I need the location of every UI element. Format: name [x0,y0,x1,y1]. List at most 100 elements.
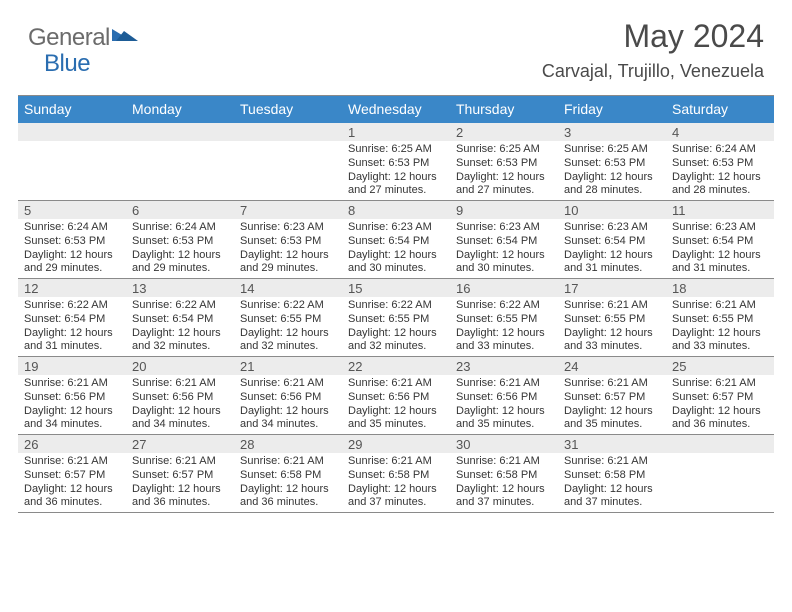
sunset-line: Sunset: 6:55 PM [672,313,768,327]
day-number: 14 [234,279,342,297]
daylight-line-2: and 30 minutes. [456,262,552,276]
daylight-line-1: Daylight: 12 hours [348,405,444,419]
sunset-line: Sunset: 6:56 PM [132,391,228,405]
day-cell: 7Sunrise: 6:23 AMSunset: 6:53 PMDaylight… [234,201,342,278]
daylight-line-1: Daylight: 12 hours [348,327,444,341]
day-info: Sunrise: 6:23 AMSunset: 6:54 PMDaylight:… [456,221,552,276]
day-cell: 11Sunrise: 6:23 AMSunset: 6:54 PMDayligh… [666,201,774,278]
daylight-line-2: and 29 minutes. [24,262,120,276]
daylight-line-2: and 36 minutes. [240,496,336,510]
month-title: May 2024 [542,18,764,55]
empty-day-bar [18,123,126,141]
empty-day-bar [234,123,342,141]
week-row: 12Sunrise: 6:22 AMSunset: 6:54 PMDayligh… [18,279,774,357]
sunset-line: Sunset: 6:54 PM [132,313,228,327]
day-number: 11 [666,201,774,219]
day-number: 17 [558,279,666,297]
daylight-line-1: Daylight: 12 hours [132,483,228,497]
day-info: Sunrise: 6:21 AMSunset: 6:58 PMDaylight:… [240,455,336,510]
sunrise-line: Sunrise: 6:21 AM [240,377,336,391]
daylight-line-2: and 27 minutes. [348,184,444,198]
day-number: 18 [666,279,774,297]
daylight-line-2: and 32 minutes. [132,340,228,354]
weekday-header: Sunday [18,96,126,123]
day-number: 28 [234,435,342,453]
day-cell: 6Sunrise: 6:24 AMSunset: 6:53 PMDaylight… [126,201,234,278]
day-number: 6 [126,201,234,219]
day-info: Sunrise: 6:25 AMSunset: 6:53 PMDaylight:… [348,143,444,198]
sunrise-line: Sunrise: 6:21 AM [132,455,228,469]
sunset-line: Sunset: 6:54 PM [348,235,444,249]
sunset-line: Sunset: 6:58 PM [240,469,336,483]
daylight-line-2: and 31 minutes. [24,340,120,354]
sunrise-line: Sunrise: 6:23 AM [348,221,444,235]
daylight-line-2: and 36 minutes. [132,496,228,510]
sunset-line: Sunset: 6:57 PM [672,391,768,405]
day-number: 25 [666,357,774,375]
day-cell: 28 Sunrise: 6:21 AMSunset: 6:58 PMDayligh… [234,435,342,512]
day-cell: 1Sunrise: 6:25 AMSunset: 6:53 PMDaylight… [342,123,450,200]
weekday-header: Thursday [450,96,558,123]
daylight-line-1: Daylight: 12 hours [24,249,120,263]
day-cell: 13Sunrise: 6:22 AMSunset: 6:54 PMDayligh… [126,279,234,356]
sunrise-line: Sunrise: 6:21 AM [564,299,660,313]
sunset-line: Sunset: 6:57 PM [564,391,660,405]
day-info: Sunrise: 6:22 AMSunset: 6:54 PMDaylight:… [24,299,120,354]
day-cell: 9Sunrise: 6:23 AMSunset: 6:54 PMDaylight… [450,201,558,278]
daylight-line-2: and 37 minutes. [564,496,660,510]
sunrise-line: Sunrise: 6:24 AM [132,221,228,235]
day-cell: 12Sunrise: 6:22 AMSunset: 6:54 PMDayligh… [18,279,126,356]
day-info: Sunrise: 6:22 AMSunset: 6:55 PMDaylight:… [348,299,444,354]
daylight-line-2: and 27 minutes. [456,184,552,198]
day-cell: 22Sunrise: 6:21 AMSunset: 6:56 PMDayligh… [342,357,450,434]
day-number: 13 [126,279,234,297]
sunrise-line: Sunrise: 6:21 AM [348,377,444,391]
daylight-line-2: and 30 minutes. [348,262,444,276]
day-info: Sunrise: 6:23 AMSunset: 6:54 PMDaylight:… [564,221,660,276]
title-block: May 2024 Carvajal, Trujillo, Venezuela [542,18,764,82]
daylight-line-1: Daylight: 12 hours [348,483,444,497]
day-number: 5 [18,201,126,219]
sunset-line: Sunset: 6:54 PM [24,313,120,327]
day-cell: 25Sunrise: 6:21 AMSunset: 6:57 PMDayligh… [666,357,774,434]
sunrise-line: Sunrise: 6:25 AM [564,143,660,157]
day-number: 27 [126,435,234,453]
day-number: 23 [450,357,558,375]
daylight-line-2: and 33 minutes. [564,340,660,354]
sunset-line: Sunset: 6:53 PM [348,157,444,171]
sunset-line: Sunset: 6:58 PM [564,469,660,483]
day-info: Sunrise: 6:21 AMSunset: 6:58 PMDaylight:… [564,455,660,510]
logo: General [28,24,138,52]
sunset-line: Sunset: 6:53 PM [672,157,768,171]
daylight-line-2: and 37 minutes. [348,496,444,510]
daylight-line-1: Daylight: 12 hours [564,171,660,185]
day-cell: 3Sunrise: 6:25 AMSunset: 6:53 PMDaylight… [558,123,666,200]
logo-text-blue: Blue [44,50,90,77]
week-row: 19Sunrise: 6:21 AMSunset: 6:56 PMDayligh… [18,357,774,435]
day-number: 2 [450,123,558,141]
day-number: 7 [234,201,342,219]
empty-day-bar [126,123,234,141]
location: Carvajal, Trujillo, Venezuela [542,61,764,82]
daylight-line-2: and 34 minutes. [132,418,228,432]
daylight-line-1: Daylight: 12 hours [240,249,336,263]
day-info: Sunrise: 6:24 AMSunset: 6:53 PMDaylight:… [672,143,768,198]
day-info: Sunrise: 6:23 AMSunset: 6:54 PMDaylight:… [348,221,444,276]
sunset-line: Sunset: 6:55 PM [348,313,444,327]
logo-text-general: General [28,24,110,52]
day-cell: 16Sunrise: 6:22 AMSunset: 6:55 PMDayligh… [450,279,558,356]
sunrise-line: Sunrise: 6:21 AM [672,299,768,313]
sunrise-line: Sunrise: 6:24 AM [24,221,120,235]
daylight-line-2: and 28 minutes. [672,184,768,198]
day-cell: 30Sunrise: 6:21 AMSunset: 6:58 PMDayligh… [450,435,558,512]
week-row: 1Sunrise: 6:25 AMSunset: 6:53 PMDaylight… [18,123,774,201]
daylight-line-1: Daylight: 12 hours [132,249,228,263]
calendar: SundayMondayTuesdayWednesdayThursdayFrid… [18,95,774,513]
sunset-line: Sunset: 6:55 PM [456,313,552,327]
daylight-line-2: and 36 minutes. [24,496,120,510]
day-cell: 5Sunrise: 6:24 AMSunset: 6:53 PMDaylight… [18,201,126,278]
daylight-line-2: and 35 minutes. [564,418,660,432]
weekday-header: Tuesday [234,96,342,123]
day-number: 30 [450,435,558,453]
week-row: 5Sunrise: 6:24 AMSunset: 6:53 PMDaylight… [18,201,774,279]
